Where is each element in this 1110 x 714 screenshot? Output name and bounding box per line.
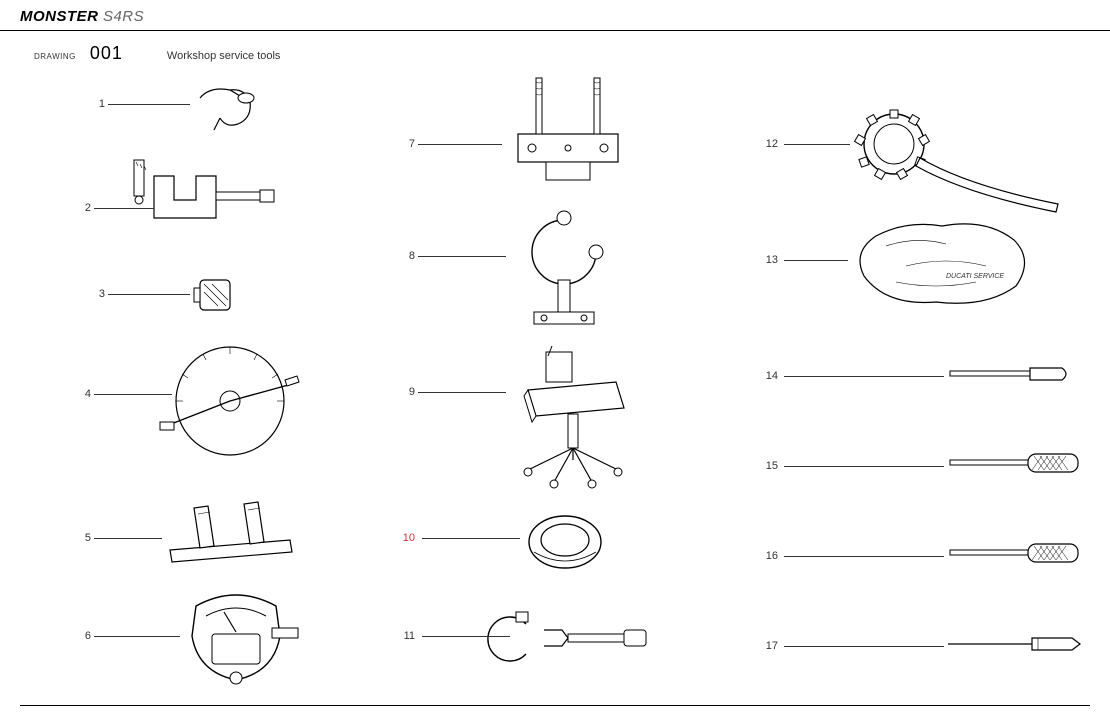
- cover-text-svg: DUCATI SERVICE: [946, 273, 1004, 280]
- part-5: [150, 500, 310, 575]
- callout-9: 9: [395, 386, 415, 398]
- callout-line-5: [94, 538, 162, 539]
- callout-line-13: [784, 260, 848, 261]
- callout-14: 14: [758, 370, 778, 382]
- callout-line-12: [784, 144, 850, 145]
- callout-line-10: [422, 538, 520, 539]
- callout-8: 8: [395, 250, 415, 262]
- callout-3: 3: [85, 288, 105, 300]
- callout-7: 7: [395, 138, 415, 150]
- part-8: [504, 204, 624, 339]
- part-6: [176, 588, 306, 703]
- callout-line-7: [418, 144, 502, 145]
- callout-11: 11: [395, 630, 415, 642]
- part-16: [946, 540, 1086, 573]
- callout-10: 10: [395, 532, 415, 544]
- brand-bold: MONSTER: [20, 8, 99, 25]
- callout-17: 17: [758, 640, 778, 652]
- callout-line-8: [418, 256, 506, 257]
- callout-line-3: [108, 294, 190, 295]
- callout-5: 5: [71, 532, 91, 544]
- header: MONSTER S4RS: [0, 0, 1110, 31]
- callout-line-9: [418, 392, 506, 393]
- part-4: [160, 336, 310, 471]
- callout-2: 2: [71, 202, 91, 214]
- part-13: DUCATI SERVICE: [846, 216, 1036, 321]
- callout-16: 16: [758, 550, 778, 562]
- callout-line-17: [784, 646, 944, 647]
- callout-line-2: [94, 208, 154, 209]
- footer-rule: [20, 705, 1090, 706]
- part-11: [506, 604, 656, 679]
- part-14: [946, 362, 1076, 391]
- part-17: [946, 632, 1086, 661]
- part-2: [124, 156, 284, 241]
- diagram-canvas: DUCATI SERVICE 1234567891011121314: [0, 60, 1110, 700]
- callout-1: 1: [85, 98, 105, 110]
- callout-line-4: [94, 394, 172, 395]
- part-15: [946, 450, 1086, 483]
- callout-4: 4: [71, 388, 91, 400]
- part-7: [498, 74, 638, 199]
- callout-line-11: [422, 636, 510, 637]
- part-9: [498, 342, 648, 497]
- part-1: [190, 78, 280, 143]
- part-3: [192, 274, 242, 323]
- callout-line-6: [94, 636, 180, 637]
- callout-line-14: [784, 376, 944, 377]
- callout-line-16: [784, 556, 944, 557]
- callout-6: 6: [71, 630, 91, 642]
- callout-line-15: [784, 466, 944, 467]
- callout-line-1: [108, 104, 190, 105]
- callout-15: 15: [758, 460, 778, 472]
- callout-13: 13: [758, 254, 778, 266]
- callout-12: 12: [758, 138, 778, 150]
- brand-light: S4RS: [103, 8, 144, 25]
- part-10: [520, 512, 610, 577]
- part-12: [848, 108, 1068, 223]
